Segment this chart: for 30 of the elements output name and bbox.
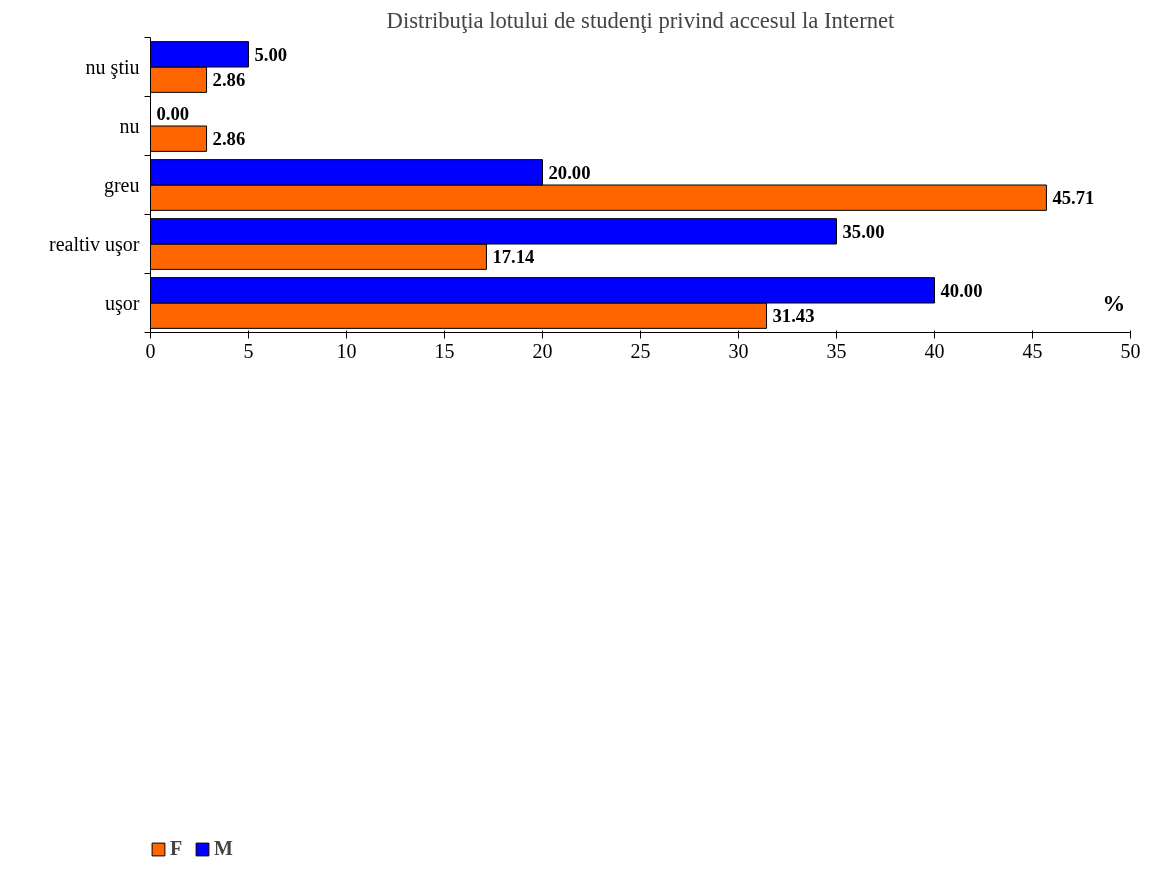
legend-label: F [170,837,184,860]
data-label: 0.00 [156,102,190,124]
x-tick-label: 25 [630,339,651,362]
y-tick-label: uşor [105,292,140,315]
data-label: 35.00 [842,220,885,242]
data-label: 2.86 [212,69,246,91]
x-tick-label: 45 [1022,339,1043,362]
x-tick-label: 40 [924,339,945,362]
data-label: 5.00 [254,43,288,65]
data-label: 31.43 [772,305,815,327]
x-tick-label: 50 [1120,339,1141,362]
y-tick-label: nu [119,115,140,137]
x-tick-label: 10 [336,339,357,362]
x-tick-label: 30 [728,339,749,362]
annotation: % [1102,290,1126,316]
data-label: 2.86 [212,128,246,150]
x-tick-label: 0 [145,339,156,362]
x-tick-label: 20 [532,339,553,362]
data-label: 17.14 [492,246,535,268]
y-tick-label: nu ştiu [85,56,140,79]
y-tick-label: realtiv uşor [48,233,140,256]
legend-label: M [214,837,234,860]
x-tick-label: 35 [826,339,847,362]
x-tick-label: 15 [434,339,455,362]
y-tick-label: greu [103,174,140,197]
data-label: 20.00 [548,161,591,183]
x-tick-label: 5 [243,339,254,362]
chart-title: Distribuţia lotului de studenţi privind accesul la Internet [386,7,896,33]
data-label: 45.71 [1052,187,1095,209]
data-label: 40.00 [940,279,983,301]
